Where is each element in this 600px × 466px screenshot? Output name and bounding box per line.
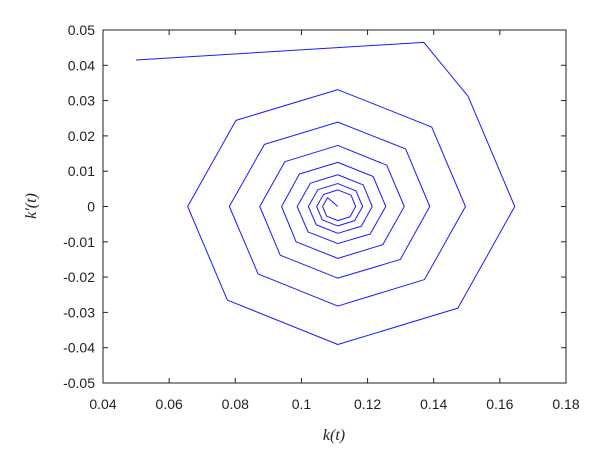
y-tick-label: -0.01 [63, 234, 95, 250]
x-tick-label: 0.04 [89, 396, 116, 412]
data-line [136, 41, 516, 346]
y-tick-label: -0.02 [63, 269, 95, 285]
x-tick-label: 0.12 [354, 396, 381, 412]
y-tick-label: -0.03 [63, 304, 95, 320]
y-tick-label: 0.01 [68, 163, 95, 179]
y-tick-label: 0 [87, 199, 95, 215]
x-tick-label: 0.16 [486, 396, 513, 412]
x-tick-label: 0.08 [222, 396, 249, 412]
x-tick-label: 0.1 [292, 396, 312, 412]
y-axis-title: k′(t) [23, 193, 40, 219]
x-tick-label: 0.14 [420, 396, 447, 412]
y-tick-label: 0.04 [68, 57, 95, 73]
y-tick-label: 0.03 [68, 93, 95, 109]
y-tick-label: 0.05 [68, 22, 95, 38]
y-tick-label: 0.02 [68, 128, 95, 144]
x-tick-label: 0.06 [156, 396, 183, 412]
plot-frame [102, 29, 567, 384]
y-tick-label: -0.05 [63, 375, 95, 391]
x-tick-label: 0.18 [552, 396, 579, 412]
x-axis-title: k(t) [323, 427, 345, 444]
y-tick-label: -0.04 [63, 340, 95, 356]
